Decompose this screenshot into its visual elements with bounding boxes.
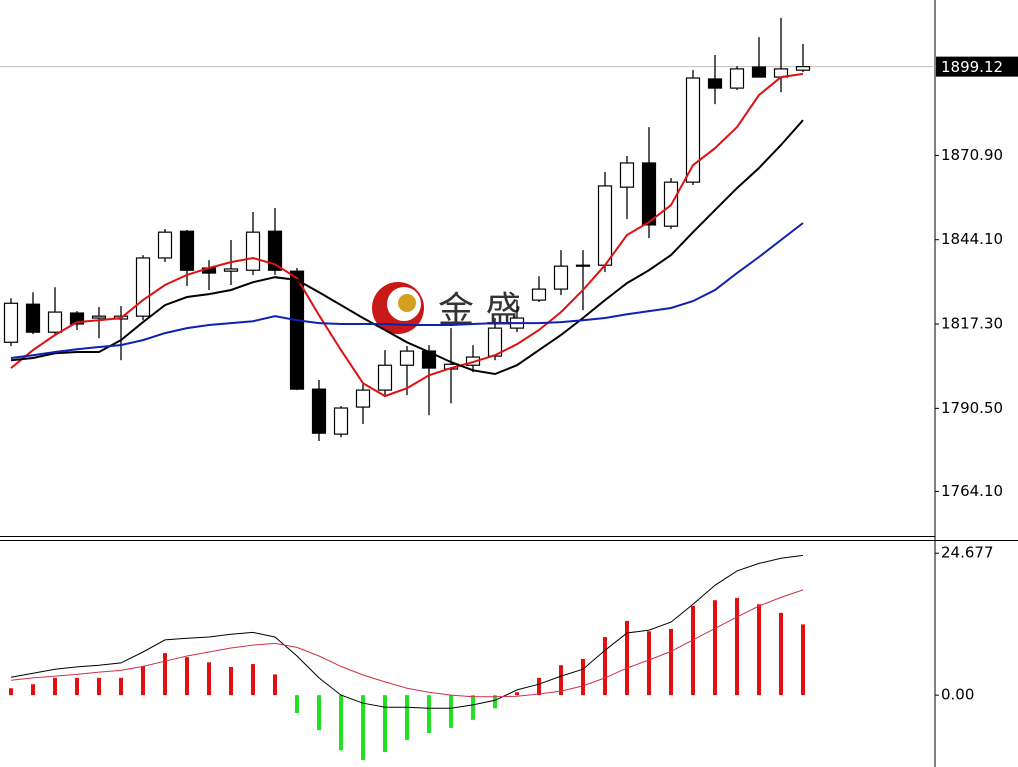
candle-body [289, 270, 305, 390]
histogram-bar [361, 695, 365, 761]
candle-body [47, 311, 63, 333]
candle-body [597, 185, 613, 266]
histogram-bar [515, 692, 519, 696]
histogram-bar [185, 657, 189, 696]
candle-body [729, 68, 745, 89]
candle-body [245, 231, 261, 271]
histogram-bar [449, 695, 453, 728]
histogram-bar [735, 597, 739, 696]
candle-body [553, 265, 569, 290]
y-tick-label: 1844.10 [941, 230, 1003, 248]
histogram-bar [163, 653, 167, 696]
candle-body [25, 303, 41, 333]
candle-body [707, 78, 723, 89]
logo-dot [398, 294, 416, 312]
candle-body [531, 288, 547, 301]
histogram-bar [229, 666, 233, 696]
histogram-bar [119, 677, 123, 696]
histogram-bar [141, 666, 145, 696]
histogram-bar [669, 628, 673, 696]
candle-body [135, 257, 151, 317]
histogram-bar [757, 604, 761, 696]
candle-body [223, 268, 239, 272]
y-tick-label: 1790.50 [941, 399, 1003, 417]
y-tick-label: 24.677 [941, 544, 994, 562]
candle-body [751, 66, 767, 78]
histogram-bar [317, 695, 321, 731]
watermark-logo [372, 282, 424, 334]
histogram-bar [801, 624, 805, 696]
last-price-box [936, 56, 1018, 77]
histogram-bar [713, 600, 717, 696]
indicator-line [10, 554, 804, 709]
candle-body [333, 407, 349, 435]
candle-body [795, 66, 811, 71]
y-tick-label: 0.00 [941, 686, 974, 704]
indicator-line [10, 589, 804, 698]
histogram-bar [559, 665, 563, 696]
histogram-bar [471, 695, 475, 720]
histogram-bar [581, 658, 585, 696]
histogram-bar [405, 695, 409, 740]
candle-body [267, 230, 283, 271]
candle-body [355, 389, 371, 408]
histogram-bar [383, 695, 387, 753]
candle-body [641, 162, 657, 226]
y-tick-label: 1817.30 [941, 315, 1003, 333]
histogram-bar [251, 664, 255, 696]
histogram-bar [625, 620, 629, 696]
histogram-bar [691, 605, 695, 696]
histogram-bar [31, 684, 35, 696]
candle-body [69, 312, 85, 325]
candle-body [685, 77, 701, 183]
histogram-bar [537, 677, 541, 696]
candle-body [157, 231, 173, 259]
histogram-bar [295, 695, 299, 713]
histogram-bar [97, 677, 101, 696]
y-tick-label: 1764.10 [941, 482, 1003, 500]
indicator-line [10, 222, 804, 359]
histogram-bar [339, 695, 343, 751]
candle-body [91, 315, 107, 319]
indicator-line [10, 72, 804, 398]
indicator-line [10, 119, 804, 376]
candle-body [3, 302, 19, 343]
histogram-bar [9, 688, 13, 696]
histogram-bar [779, 612, 783, 696]
candle-body [399, 350, 415, 366]
histogram-bar [75, 677, 79, 696]
candle-body [311, 388, 327, 434]
candle-body [179, 230, 195, 271]
candle-body [619, 162, 635, 188]
histogram-bar [493, 695, 497, 709]
candle-body [575, 264, 591, 267]
candle-body [377, 364, 393, 391]
histogram-bar [647, 631, 651, 696]
last-price-label: 1899.12 [941, 58, 1003, 76]
y-tick-label: 1870.90 [941, 146, 1003, 164]
histogram-bar [427, 695, 431, 734]
histogram-bar [53, 677, 57, 696]
histogram-bar [207, 662, 211, 696]
histogram-bar [603, 637, 607, 696]
histogram-bar [273, 674, 277, 696]
